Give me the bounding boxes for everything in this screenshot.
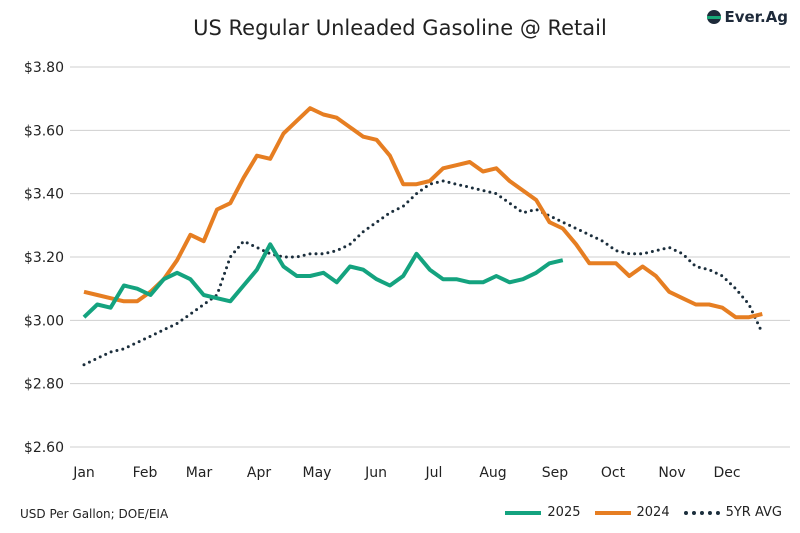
legend-label: 2025 — [547, 505, 581, 520]
y-tick-label: $3.60 — [24, 123, 64, 139]
ever-ag-logo: Ever.Ag — [707, 8, 788, 26]
x-tick-label: Sep — [542, 465, 569, 481]
source-note: USD Per Gallon; DOE/EIA — [20, 507, 169, 521]
legend: 2025 2024 5YR AVG — [505, 505, 782, 520]
legend-label: 2024 — [636, 505, 670, 520]
y-tick-label: $2.60 — [24, 440, 64, 456]
x-tick-label: Jun — [364, 465, 387, 481]
legend-item-5yr-avg: 5YR AVG — [683, 505, 782, 520]
x-tick-label: Oct — [601, 465, 626, 481]
logo-mark-icon — [707, 10, 722, 24]
chart-title: US Regular Unleaded Gasoline @ Retail — [193, 16, 607, 40]
x-tick-label: Jul — [425, 465, 443, 481]
legend-swatch — [505, 510, 542, 515]
series-line-5yr-avg — [82, 179, 764, 367]
x-tick-label: Feb — [133, 465, 158, 481]
legend-swatch — [594, 510, 631, 515]
y-tick-label: $3.20 — [24, 250, 64, 266]
logo-text: Ever.Ag — [724, 8, 788, 26]
x-tick-label: Dec — [713, 465, 740, 481]
y-tick-label: $3.80 — [24, 60, 64, 76]
y-tick-label: $3.00 — [24, 313, 64, 329]
x-tick-label: Nov — [658, 465, 685, 481]
x-tick-label: Aug — [479, 465, 506, 481]
legend-item-2025: 2025 — [505, 505, 581, 520]
series-line-2025 — [82, 242, 564, 319]
legend-item-2024: 2024 — [594, 505, 670, 520]
series-line-2024 — [83, 106, 763, 320]
x-tick-label: Mar — [186, 465, 213, 481]
y-tick-label: $2.80 — [24, 377, 64, 393]
x-tick-label: Apr — [247, 465, 271, 481]
legend-label: 5YR AVG — [725, 505, 782, 520]
x-tick-label: Jan — [72, 465, 95, 481]
legend-swatch — [683, 510, 720, 515]
x-tick-label: May — [303, 465, 332, 481]
y-tick-label: $3.40 — [24, 187, 64, 203]
